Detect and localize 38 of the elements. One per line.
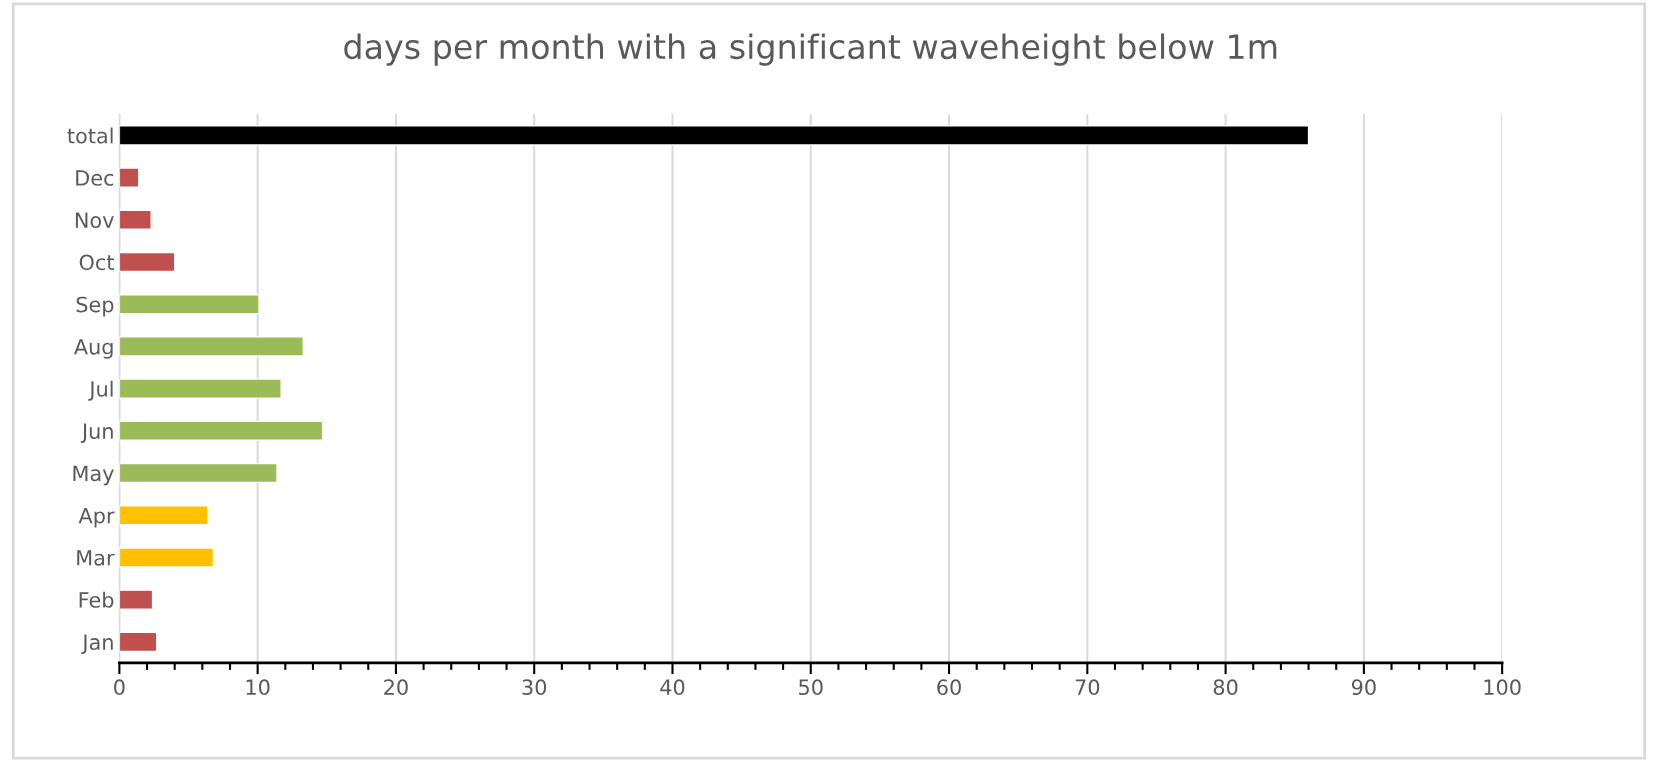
- y-tick-label: Oct: [79, 254, 115, 271]
- bar: [119, 251, 176, 273]
- bar: [119, 505, 209, 526]
- x-tick-label: 20: [384, 679, 408, 696]
- x-tick-label: 30: [522, 679, 547, 696]
- y-tick-label: Jul: [88, 380, 113, 401]
- chart-title: days per month with a significant waveheight below 1m: [344, 33, 1277, 66]
- y-tick-label: May: [73, 465, 114, 486]
- x-tick-label: 90: [1351, 679, 1376, 696]
- y-tick-label: Jun: [80, 423, 113, 443]
- x-tick-label: 0: [114, 679, 125, 696]
- bar: [119, 589, 154, 610]
- bar: [119, 420, 324, 442]
- y-tick-label: total: [67, 127, 113, 144]
- y-tick-label: Sep: [76, 296, 114, 317]
- y-tick-label: Nov: [75, 212, 114, 229]
- y-tick-label: Dec: [76, 170, 114, 186]
- bar: [119, 209, 152, 230]
- bar: [119, 462, 278, 484]
- y-tick-label: Apr: [78, 507, 115, 528]
- x-tick-label: 100: [1484, 679, 1521, 696]
- bar: [119, 336, 304, 357]
- bar: [119, 294, 260, 315]
- y-tick-label: Jan: [81, 634, 113, 654]
- x-tick-label: 40: [660, 679, 685, 696]
- x-tick-label: 50: [799, 679, 823, 696]
- bar: [119, 547, 215, 568]
- y-tick-label: Mar: [77, 550, 115, 566]
- x-tick-label: 80: [1213, 679, 1238, 696]
- y-tick-label: Feb: [79, 591, 114, 608]
- x-tick-label: 60: [937, 679, 961, 696]
- bar: [119, 167, 140, 188]
- x-tick-label: 10: [246, 679, 270, 696]
- x-tick-label: 70: [1075, 679, 1100, 696]
- bar: [119, 125, 1310, 146]
- bar: [119, 378, 282, 399]
- y-tick-label: Aug: [74, 339, 113, 359]
- bar: [119, 631, 158, 653]
